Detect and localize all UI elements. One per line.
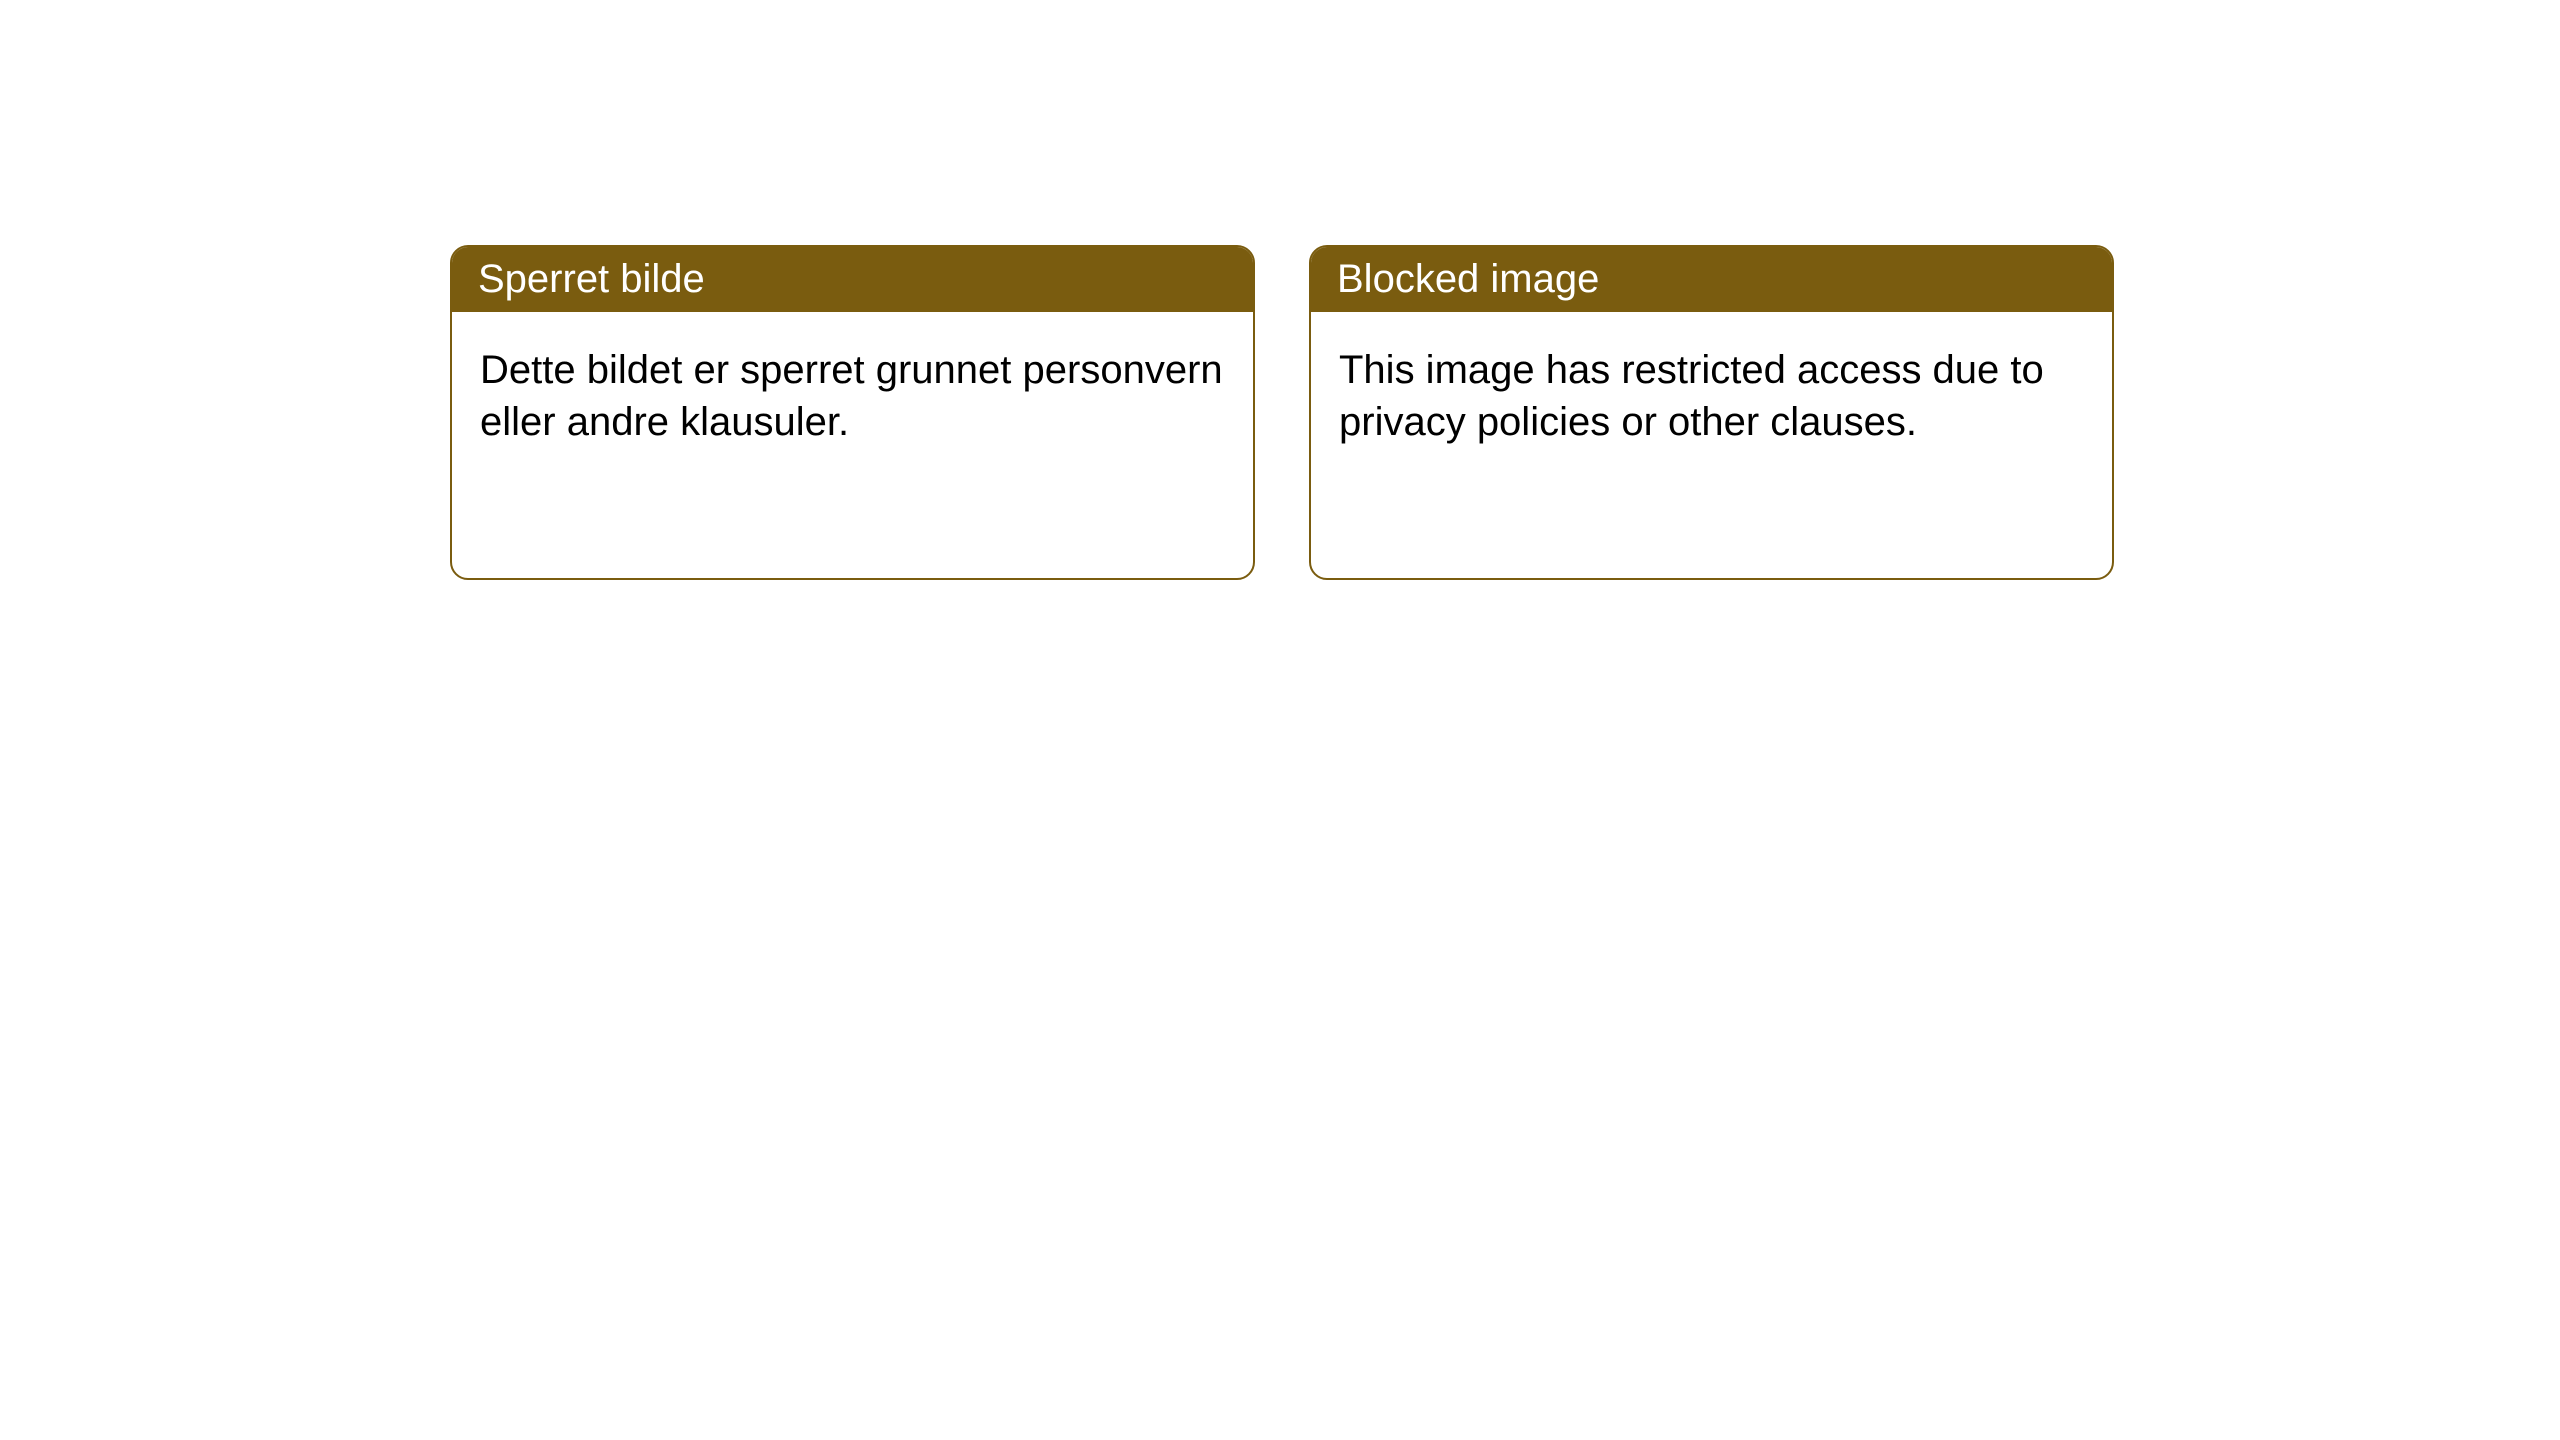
- notice-body-text: This image has restricted access due to …: [1339, 348, 2044, 444]
- notice-title: Blocked image: [1337, 257, 1599, 301]
- notice-body-text: Dette bildet er sperret grunnet personve…: [480, 348, 1223, 444]
- notice-card-norwegian: Sperret bilde Dette bildet er sperret gr…: [450, 245, 1255, 580]
- notice-header-english: Blocked image: [1311, 247, 2112, 312]
- notice-header-norwegian: Sperret bilde: [452, 247, 1253, 312]
- notice-body-english: This image has restricted access due to …: [1311, 312, 2112, 480]
- notice-card-english: Blocked image This image has restricted …: [1309, 245, 2114, 580]
- notice-title: Sperret bilde: [478, 257, 705, 301]
- notice-body-norwegian: Dette bildet er sperret grunnet personve…: [452, 312, 1253, 480]
- notice-container: Sperret bilde Dette bildet er sperret gr…: [0, 0, 2560, 580]
